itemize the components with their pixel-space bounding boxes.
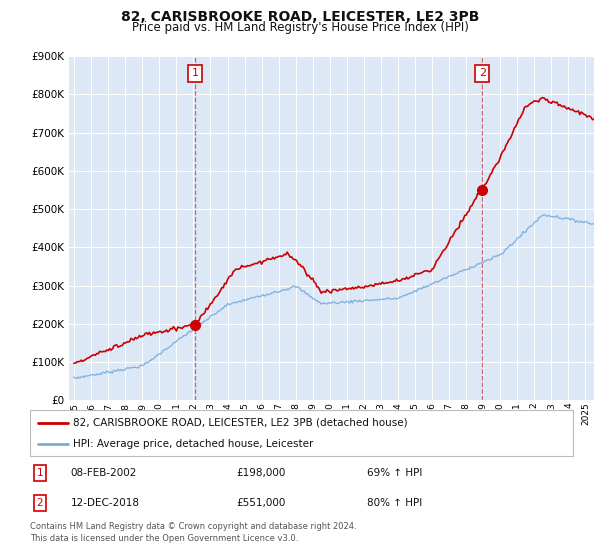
Text: Contains HM Land Registry data © Crown copyright and database right 2024.
This d: Contains HM Land Registry data © Crown c… bbox=[30, 522, 356, 543]
Text: 1: 1 bbox=[191, 68, 199, 78]
Text: 2: 2 bbox=[37, 498, 43, 508]
Text: 69% ↑ HPI: 69% ↑ HPI bbox=[367, 468, 422, 478]
Text: 82, CARISBROOKE ROAD, LEICESTER, LE2 3PB (detached house): 82, CARISBROOKE ROAD, LEICESTER, LE2 3PB… bbox=[73, 418, 408, 428]
Text: 12-DEC-2018: 12-DEC-2018 bbox=[71, 498, 140, 508]
Text: 1: 1 bbox=[37, 468, 43, 478]
Text: HPI: Average price, detached house, Leicester: HPI: Average price, detached house, Leic… bbox=[73, 439, 314, 449]
Text: 82, CARISBROOKE ROAD, LEICESTER, LE2 3PB: 82, CARISBROOKE ROAD, LEICESTER, LE2 3PB bbox=[121, 10, 479, 24]
Text: Price paid vs. HM Land Registry's House Price Index (HPI): Price paid vs. HM Land Registry's House … bbox=[131, 21, 469, 34]
FancyBboxPatch shape bbox=[30, 410, 573, 456]
Text: £198,000: £198,000 bbox=[236, 468, 286, 478]
Text: 08-FEB-2002: 08-FEB-2002 bbox=[71, 468, 137, 478]
Text: 80% ↑ HPI: 80% ↑ HPI bbox=[367, 498, 422, 508]
Text: £551,000: £551,000 bbox=[236, 498, 286, 508]
Text: 2: 2 bbox=[479, 68, 486, 78]
